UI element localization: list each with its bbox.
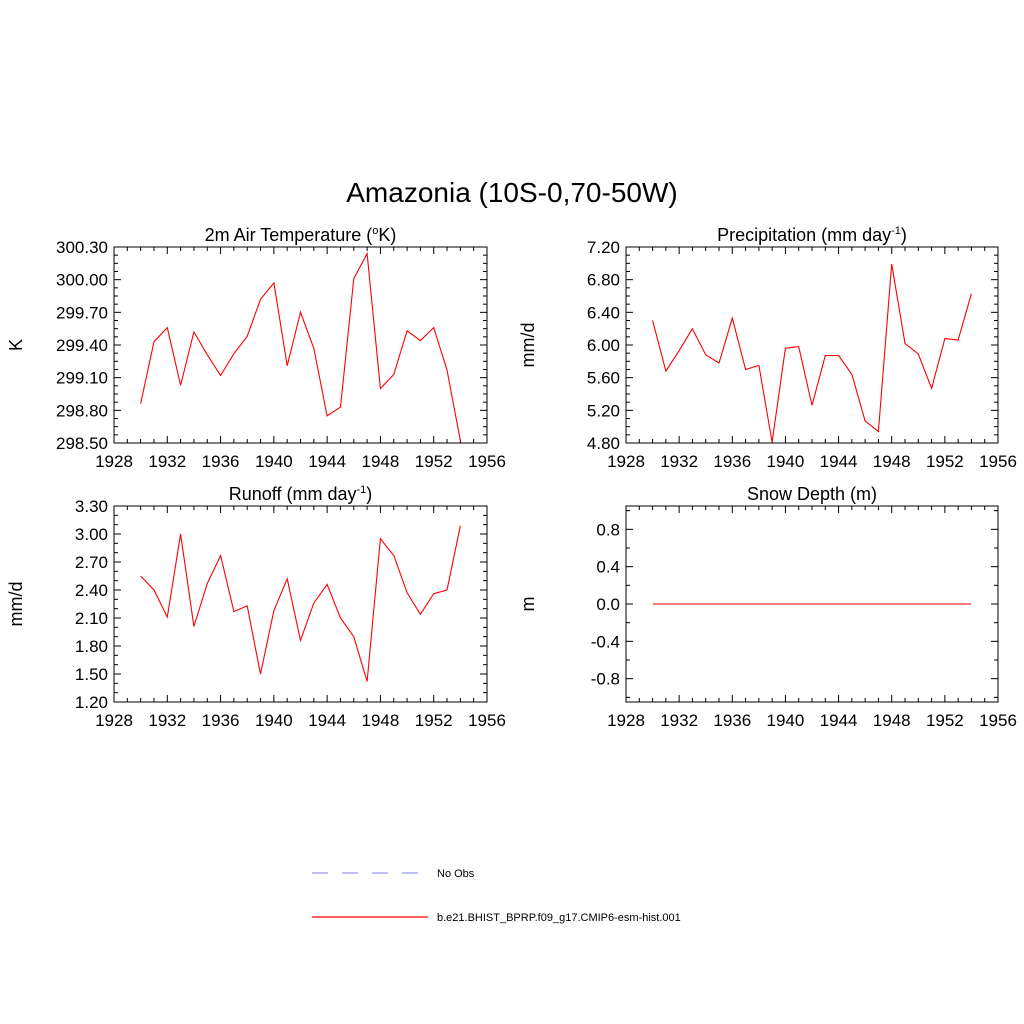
y-axis-label: m (518, 597, 538, 612)
x-tick-label: 1936 (713, 711, 751, 730)
x-tick-label: 1952 (926, 711, 964, 730)
chart-precipitation: 1928 1932 1936 1940 1944 1948 1952 1956 4.80 5.20… (518, 225, 1017, 471)
x-tick-label: 1940 (767, 452, 805, 471)
y-tick-label: 1.50 (75, 665, 108, 684)
x-tick-label: 1940 (767, 711, 805, 730)
y-tick-label: 3.00 (75, 525, 108, 544)
y-tick-label: 298.50 (56, 434, 108, 453)
x-tick-label: 1936 (713, 452, 751, 471)
y-tick-label: 2.70 (75, 553, 108, 572)
plot-frame (113, 246, 488, 444)
y-tick-label: 300.30 (56, 238, 108, 257)
x-tick-label: 1940 (255, 711, 293, 730)
y-tick-label: 0.4 (596, 558, 620, 577)
panel-title: Precipitation (mm day-1) (717, 225, 907, 245)
plot-frame (625, 246, 999, 444)
panel-title: 2m Air Temperature (oK) (205, 225, 397, 245)
y-axis-label: mm/d (6, 582, 26, 627)
x-tick-label: 1952 (415, 452, 453, 471)
y-tick-label: 2.40 (75, 581, 108, 600)
x-tick-label: 1944 (820, 711, 858, 730)
x-tick-label: 1936 (202, 711, 240, 730)
y-tick-label: 5.60 (587, 369, 620, 388)
x-tick-label: 1956 (979, 711, 1017, 730)
y-tick-label: 0.0 (596, 595, 620, 614)
y-tick-label: 7.20 (587, 238, 620, 257)
figure-title: Amazonia (10S-0,70-50W) (346, 177, 677, 208)
x-tick-label: 1944 (308, 711, 346, 730)
x-tick-label: 1952 (926, 452, 964, 471)
y-axis-label: K (6, 339, 26, 351)
legend-label-no-obs: No Obs (437, 868, 475, 880)
x-tick-label: 1948 (873, 452, 911, 471)
y-tick-label: 6.00 (587, 336, 620, 355)
series-line-temperature (140, 251, 461, 441)
panel-title: Runoff (mm day-1) (229, 484, 373, 504)
y-tick-label: -0.8 (591, 670, 620, 689)
x-tick-label: 1928 (607, 452, 645, 471)
legend-label-model: b.e21.BHIST_BPRP.f09_g17.CMIP6-esm-hist.… (437, 912, 681, 924)
x-tick-label: 1932 (148, 711, 186, 730)
y-tick-label: 6.80 (587, 271, 620, 290)
x-tick-label: 1948 (362, 711, 400, 730)
x-tick-label: 1928 (95, 452, 133, 471)
y-tick-label: 298.80 (56, 401, 108, 420)
x-tick-label: 1956 (979, 452, 1017, 471)
x-tick-label: 1948 (873, 711, 911, 730)
x-tick-label: 1952 (415, 711, 453, 730)
y-tick-label: 3.30 (75, 497, 108, 516)
legend: No Obs b.e21.BHIST_BPRP.f09_g17.CMIP6-es… (312, 868, 681, 924)
chart-temperature: 1928 1932 1936 1940 1944 1948 1952 1956 298.50 29… (6, 225, 506, 471)
x-tick-label: 1956 (468, 452, 506, 471)
y-tick-label: 1.80 (75, 637, 108, 656)
x-tick-label: 1948 (362, 452, 400, 471)
x-tick-label: 1944 (308, 452, 346, 471)
chart-panels: 1928 1932 1936 1940 1944 1948 1952 1956 298.50 29… (6, 225, 1017, 730)
y-tick-label: 6.40 (587, 303, 620, 322)
y-tick-label: 299.70 (56, 303, 108, 322)
y-tick-label: 5.20 (587, 401, 620, 420)
x-tick-label: 1936 (202, 452, 240, 471)
x-tick-label: 1944 (820, 452, 858, 471)
panel-title: Snow Depth (m) (747, 484, 877, 504)
x-tick-label: 1932 (148, 452, 186, 471)
chart-runoff: 1928 1932 1936 1940 1944 1948 1952 1956 1.20 1.50… (6, 484, 506, 730)
series-line-runoff (140, 525, 461, 682)
y-tick-label: 300.00 (56, 271, 108, 290)
x-tick-label: 1928 (607, 711, 645, 730)
y-tick-label: 1.20 (75, 693, 108, 712)
x-tick-label: 1956 (468, 711, 506, 730)
y-tick-label: 4.80 (587, 434, 620, 453)
x-tick-label: 1932 (660, 452, 698, 471)
y-tick-label: 299.40 (56, 336, 108, 355)
x-tick-label: 1940 (255, 452, 293, 471)
y-tick-label: 299.10 (56, 369, 108, 388)
y-tick-label: 2.10 (75, 609, 108, 628)
y-tick-label: 0.8 (596, 520, 620, 539)
x-tick-label: 1928 (95, 711, 133, 730)
y-axis-label: mm/d (518, 323, 538, 368)
x-tick-label: 1932 (660, 711, 698, 730)
y-tick-label: -0.4 (591, 632, 620, 651)
chart-snow-depth: 1928 1932 1936 1940 1944 1948 1952 1956 -0.8 -0.4… (518, 484, 1017, 730)
series-line-precipitation (652, 264, 972, 443)
